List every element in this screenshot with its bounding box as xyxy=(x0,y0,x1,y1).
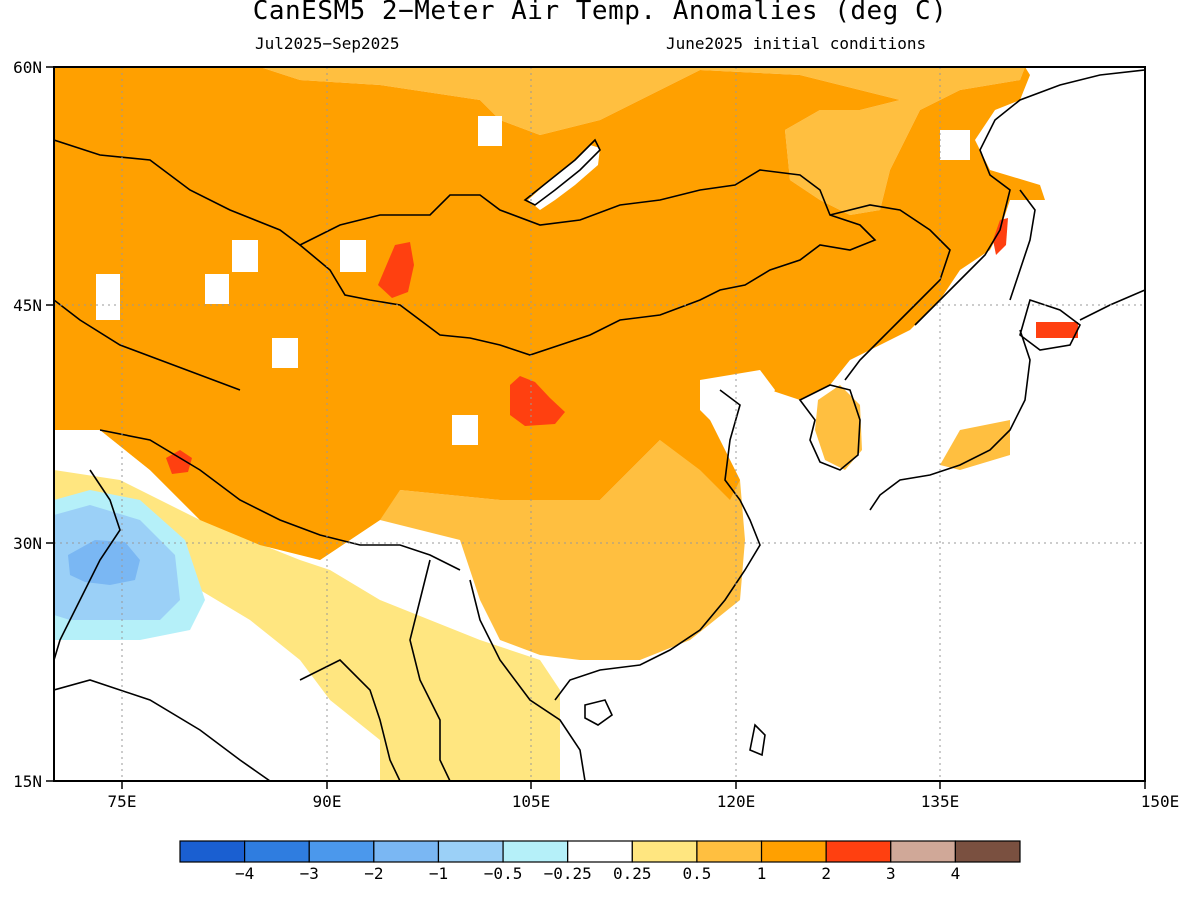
colorbar-label: −4 xyxy=(235,864,254,883)
border-kazakhstan xyxy=(54,139,301,391)
anomaly-1-2-region xyxy=(54,67,1045,560)
border-northeast-china xyxy=(829,204,951,381)
latitude-labels: 60N 45N 30N 15N xyxy=(13,58,42,791)
border-indochina xyxy=(469,579,586,781)
border-mongolia xyxy=(298,169,877,356)
anomaly-0.5-1-region xyxy=(54,400,745,660)
colorbar-swatch xyxy=(437,840,504,863)
initial-conditions: June2025 initial conditions xyxy=(666,34,927,53)
coast-taiwan xyxy=(749,723,766,757)
longitude-labels: 75E 90E 105E 120E 135E 150E xyxy=(108,792,1180,811)
colorbar-swatch xyxy=(696,840,763,863)
colorbar-swatch xyxy=(760,840,827,863)
colorbar-label: 3 xyxy=(886,864,896,883)
anomaly-field xyxy=(54,67,1145,781)
colorbar: −4 −3 −2 −1 −0.5 −0.25 0.25 0.5 1 2 3 4 xyxy=(179,840,1021,883)
colorbar-swatch xyxy=(567,840,633,863)
colorbar-label: −2 xyxy=(364,864,383,883)
coastlines-and-borders xyxy=(54,69,1145,781)
colorbar-swatch xyxy=(954,840,1021,863)
colorbar-label: −0.25 xyxy=(544,864,592,883)
lat-label: 45N xyxy=(13,296,42,315)
coast-korea xyxy=(798,384,861,471)
lon-label: 135E xyxy=(921,792,960,811)
coast-russian-far-east xyxy=(914,69,1145,326)
lake-baikal xyxy=(523,138,601,206)
colorbar-label: −1 xyxy=(429,864,448,883)
anomaly-negative-2-region xyxy=(68,540,140,585)
colorbar-label: 1 xyxy=(757,864,767,883)
coast-china-east xyxy=(554,389,761,701)
colorbar-label: 0.25 xyxy=(613,864,652,883)
coast-japan-honshu xyxy=(869,329,1031,511)
lat-label: 15N xyxy=(13,772,42,791)
colorbar-swatch xyxy=(179,840,246,863)
coast-hainan xyxy=(584,699,614,726)
border-myanmar xyxy=(409,559,451,781)
anomaly-2-3-spot-hokkaido xyxy=(1036,322,1078,338)
lon-label: 150E xyxy=(1141,792,1180,811)
colorbar-label: 2 xyxy=(821,864,831,883)
colorbar-label: 0.5 xyxy=(682,864,711,883)
anomaly-0.5-1-japan xyxy=(940,420,1010,470)
colorbar-swatch xyxy=(631,840,698,863)
lon-label: 90E xyxy=(313,792,342,811)
colorbar-swatch xyxy=(373,840,440,863)
colorbar-swatch xyxy=(825,840,892,863)
anomaly-0.5-1-north xyxy=(260,67,1025,215)
anomaly-2-3-spot-gobi xyxy=(510,376,565,426)
lat-label: 60N xyxy=(13,58,42,77)
map-title: CanESM5 2−Meter Air Temp. Anomalies (deg… xyxy=(252,0,948,26)
border-himalaya xyxy=(99,429,461,571)
colorbar-swatch xyxy=(502,840,569,863)
coast-sakhalin xyxy=(1009,189,1036,301)
colorbar-swatch xyxy=(244,840,310,863)
colorbar-label: 4 xyxy=(951,864,961,883)
colorbar-label: −3 xyxy=(300,864,319,883)
lat-label: 30N xyxy=(13,534,42,553)
coast-hokkaido xyxy=(1019,298,1082,351)
colorbar-swatch xyxy=(308,840,375,863)
anomaly-0.5-1-korea xyxy=(815,385,862,470)
coast-bay-of-bengal xyxy=(54,659,401,781)
lon-label: 105E xyxy=(512,792,551,811)
map-gridlines xyxy=(54,67,1145,781)
colorbar-label: −0.5 xyxy=(484,864,523,883)
lon-label: 120E xyxy=(717,792,756,811)
lon-label: 75E xyxy=(108,792,137,811)
anomaly-2-3-spot-kashmir xyxy=(166,450,192,474)
colorbar-swatch xyxy=(890,840,956,863)
anomaly-2-3-spot-west-mongolia xyxy=(378,242,414,298)
map-frame xyxy=(53,66,1146,782)
masked-lakes xyxy=(96,116,970,445)
forecast-period: Jul2025−Sep2025 xyxy=(255,34,400,53)
anomaly-2-3-spot-sakhalin xyxy=(993,218,1008,255)
border-india-pakistan xyxy=(54,469,121,661)
axis-ticks xyxy=(46,66,1146,789)
